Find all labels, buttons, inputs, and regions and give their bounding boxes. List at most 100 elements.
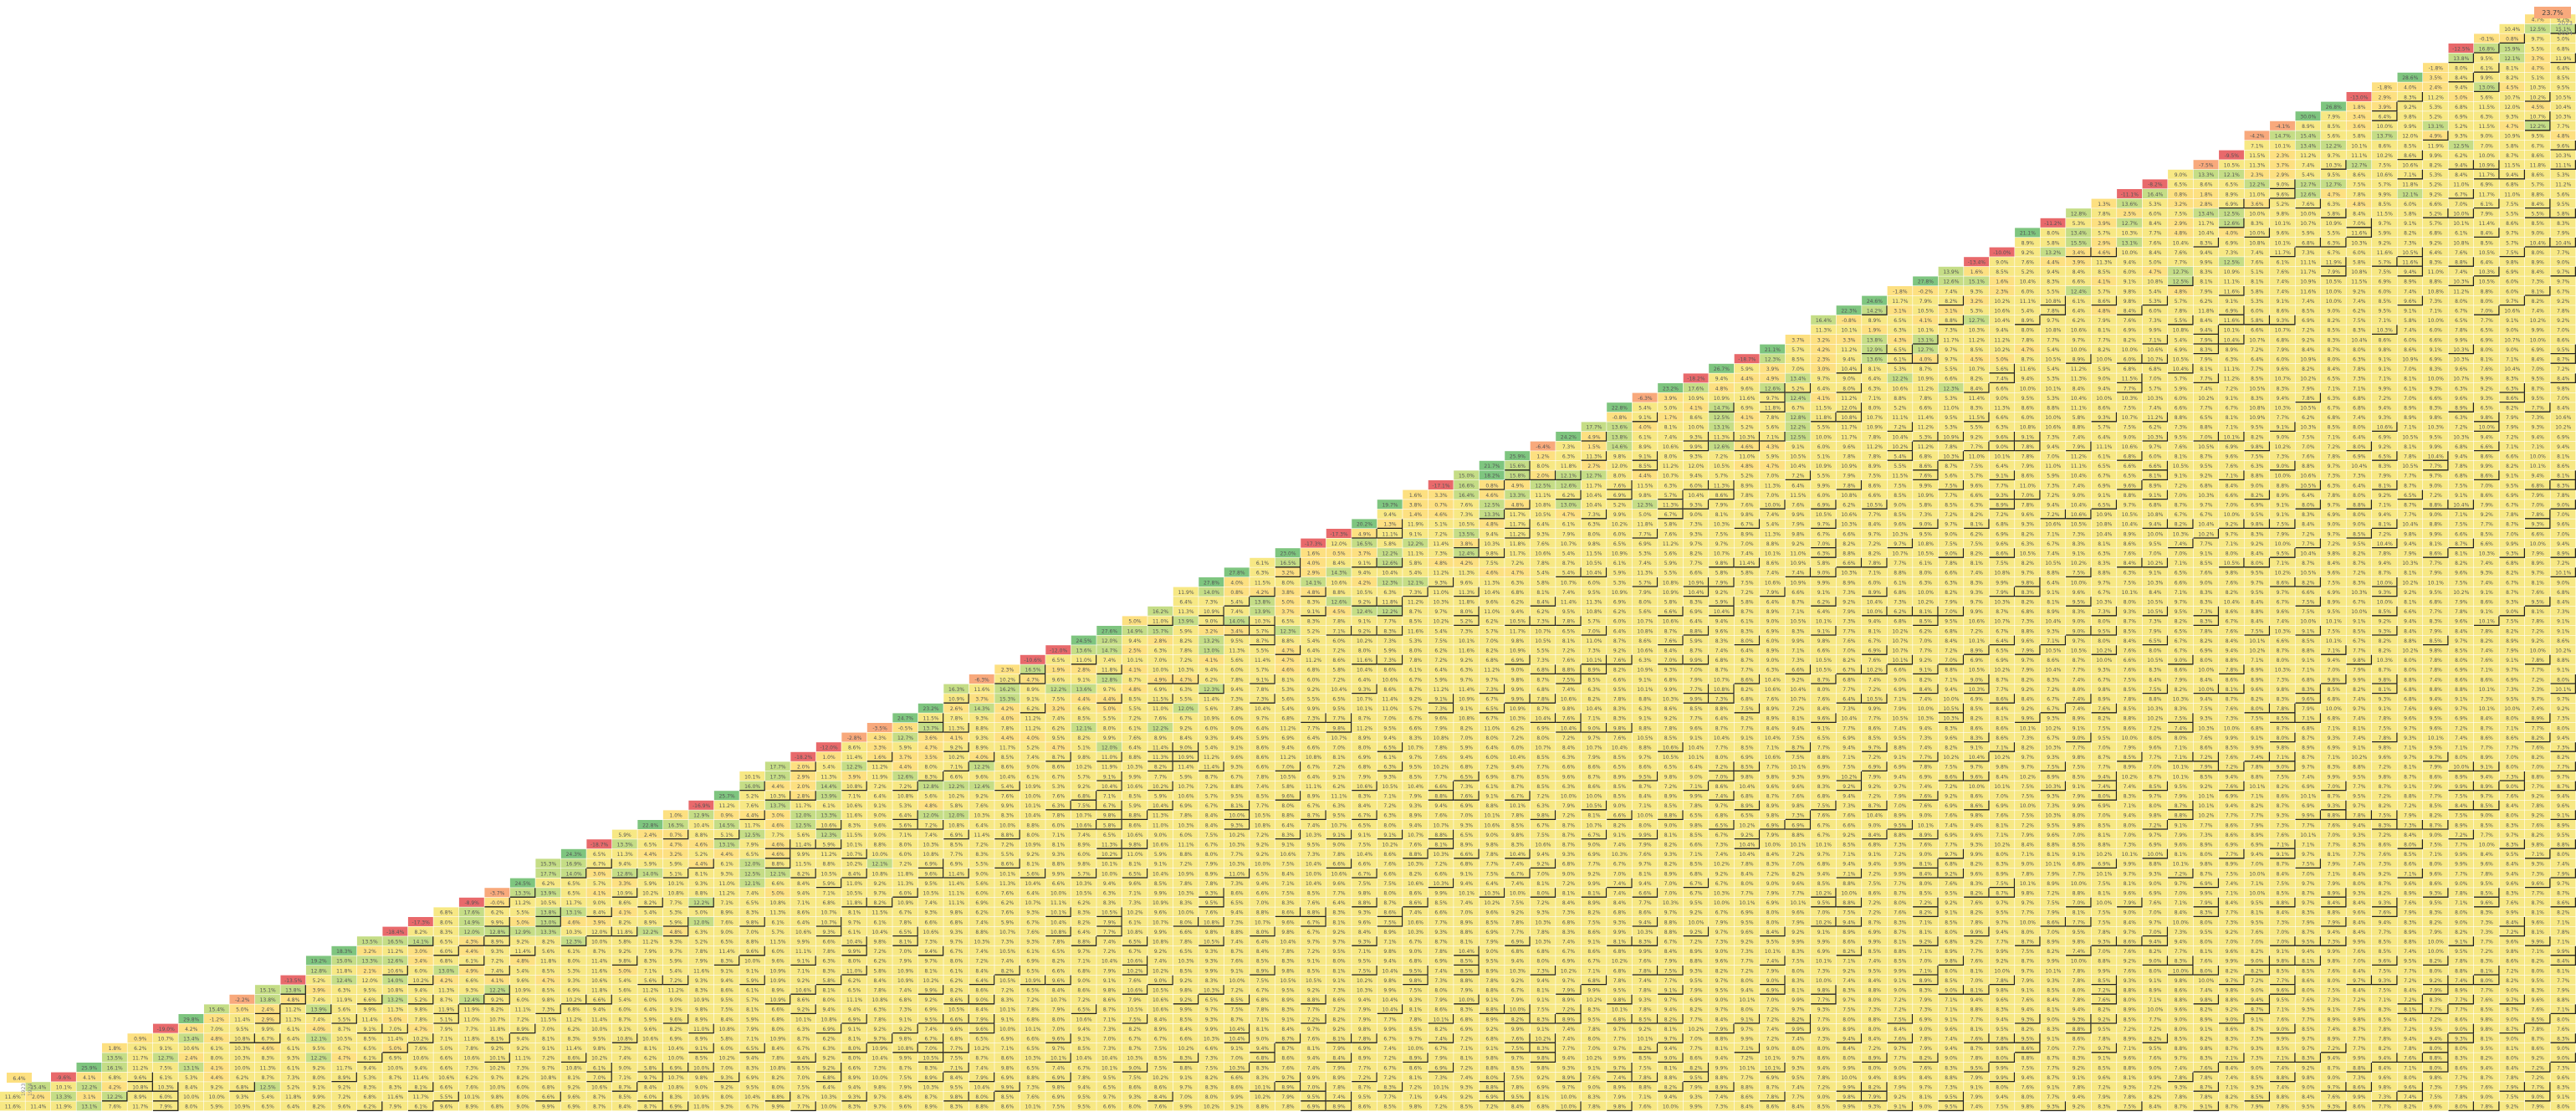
heatmap-cell-label: 15.7%	[1153, 628, 1168, 634]
heatmap-cell-label: 11.3%	[1459, 571, 1475, 576]
heatmap-cell-label: 8.1%	[695, 871, 708, 877]
heatmap-cell-label: 9.6%	[746, 949, 759, 955]
heatmap-cell-label: 8.8%	[1485, 803, 1499, 809]
heatmap-cell-label: 7.8%	[1409, 658, 1423, 664]
heatmap-cell-label: 10.5%	[948, 1007, 964, 1013]
heatmap-cell-label: 9.1%	[899, 1017, 912, 1022]
heatmap-cell-label: 8.2%	[1052, 959, 1066, 965]
heatmap-cell-label: 8.3%	[1179, 900, 1193, 906]
heatmap-cell-label: 5.9%	[746, 1017, 759, 1022]
heatmap-cell-label: 12.1%	[1076, 725, 1092, 731]
heatmap-cell-label: 7.2%	[1434, 531, 1448, 537]
heatmap-cell-label: 9.7%	[1511, 1056, 1525, 1062]
heatmap-cell-label: 10.5%	[1204, 940, 1219, 945]
heatmap-cell-label: 8.8%	[1230, 784, 1244, 790]
heatmap-cell-label: 9.7%	[873, 1037, 887, 1043]
heatmap-cell-label: 10.0%	[1229, 978, 1245, 984]
heatmap-cell-label: 11.4%	[566, 1046, 582, 1052]
heatmap-cell-label: 8.1%	[542, 1037, 555, 1043]
heatmap-cell-label: 11.1%	[1535, 493, 1551, 499]
heatmap-cell-label: -17.3%	[412, 920, 431, 925]
heatmap-cell-label: 10.5%	[821, 871, 837, 877]
heatmap-cell-label: 9.5%	[1332, 813, 1346, 819]
heatmap-cell-label: 6.6%	[924, 920, 938, 925]
heatmap-cell-label: 4.1%	[1205, 658, 1219, 664]
heatmap-cell-label: 8.2%	[1587, 910, 1601, 916]
heatmap-cell-label: 9.1%	[1460, 871, 1474, 877]
heatmap-cell-label: 13.1%	[566, 910, 582, 916]
heatmap-cell-label: 10.8%	[566, 1065, 582, 1071]
heatmap-cell-label: 11.3%	[897, 881, 913, 887]
heatmap-cell-label: 6.2%	[1026, 706, 1040, 712]
heatmap-cell-label: 10.5%	[1535, 638, 1551, 644]
heatmap-cell-label: 6.2%	[1332, 784, 1346, 790]
heatmap-cell-label: 8.6%	[1230, 891, 1244, 897]
heatmap-cell-label: 7.5%	[1358, 968, 1372, 974]
heatmap-cell-label: 10.2%	[1101, 852, 1117, 858]
heatmap-cell-label: 7.1%	[1103, 1017, 1117, 1022]
heatmap-cell-label: 7.1%	[1383, 794, 1397, 800]
heatmap-cell-label: 9.5%	[1077, 1094, 1091, 1100]
heatmap-cell-label: 7.4%	[1307, 822, 1321, 828]
heatmap-cell-label: 6.6%	[1460, 852, 1474, 858]
heatmap-cell-label: 6.0%	[975, 891, 989, 897]
heatmap-cell-label: 7.4%	[1409, 910, 1423, 916]
heatmap-cell-label: 7.6%	[1230, 959, 1244, 965]
heatmap-cell-label: 7.2%	[1103, 949, 1117, 955]
heatmap-cell-label: 7.1%	[1103, 794, 1117, 800]
heatmap-cell-label: 10.3%	[1204, 988, 1219, 994]
heatmap-cell-label: 9.3%	[236, 1094, 249, 1100]
heatmap-cell-label: 9.0%	[1332, 843, 1346, 848]
heatmap-cell-label: 11.0%	[1229, 871, 1245, 877]
heatmap-cell-label: 8.1%	[1128, 862, 1142, 868]
heatmap-cell-label: 11.8%	[591, 988, 607, 994]
heatmap-cell-label: 16.5%	[387, 940, 403, 945]
heatmap-cell-label: 5.3%	[1409, 638, 1423, 644]
heatmap-cell-label: 3.9%	[593, 920, 606, 925]
heatmap-cell-label: 8.8%	[1026, 822, 1040, 828]
heatmap-cell-label: 8.5%	[542, 968, 555, 974]
heatmap-cell-label: 9.9%	[771, 1104, 785, 1110]
heatmap-cell-label: -18.7%	[590, 843, 609, 848]
heatmap-cell-label: 8.0%	[1434, 988, 1448, 994]
heatmap-cell-label: 4.9%	[1511, 483, 1525, 489]
heatmap-cell-label: 8.4%	[1205, 822, 1219, 828]
heatmap-cell-label: 9.6%	[1281, 920, 1295, 925]
heatmap-cell-label: 7.8%	[899, 920, 912, 925]
heatmap-cell-label: 6.3%	[1587, 687, 1601, 693]
heatmap-cell-label: 4.7%	[1562, 512, 1576, 518]
heatmap-cell-label: 8.6%	[1052, 765, 1066, 771]
heatmap-cell-label: 9.7%	[1562, 1085, 1576, 1091]
heatmap-cell-label: 7.6%	[415, 1046, 428, 1052]
heatmap-cell-label: 9.5%	[1077, 1104, 1091, 1110]
heatmap-cell-label: 6.2%	[1485, 619, 1499, 625]
heatmap-cell-label: 8.5%	[1434, 900, 1448, 906]
heatmap-cell-label: 8.4%	[1179, 1027, 1193, 1032]
heatmap-cell-label: 4.7%	[1281, 658, 1295, 664]
heatmap-cell-label: 8.4%	[1281, 1027, 1295, 1032]
heatmap-cell-label: 9.5%	[236, 1027, 249, 1032]
heatmap-cell-label: 6.4%	[975, 978, 989, 984]
heatmap-cell-label: 9.7%	[873, 1094, 887, 1100]
heatmap-cell-label: 24.5%	[515, 881, 531, 887]
heatmap-cell-label: 11.8%	[336, 968, 352, 974]
heatmap-cell-label: 6.1%	[211, 1046, 224, 1052]
heatmap-cell-label: 18.3%	[336, 949, 352, 955]
heatmap-cell-label: 9.3%	[1434, 930, 1448, 935]
heatmap-cell-label: 7.4%	[1307, 1065, 1321, 1071]
heatmap-cell-label: 10.6%	[1127, 988, 1142, 994]
heatmap-cell-label: 6.8%	[822, 1075, 836, 1081]
heatmap-cell-label: 8.3%	[1205, 978, 1219, 984]
heatmap-cell-label: 10.1%	[1459, 638, 1475, 644]
heatmap-cell-label: 7.6%	[1307, 1037, 1321, 1043]
heatmap-cell-label: 6.5%	[1460, 833, 1474, 838]
heatmap-cell-label: 4.2%	[1358, 580, 1372, 586]
heatmap-cell-label: -17.3%	[1330, 531, 1348, 537]
heatmap-cell-label: 12.0%	[1101, 638, 1117, 644]
heatmap-cell-label: 5.9%	[669, 920, 682, 925]
heatmap-cell-label: 9.1%	[160, 1046, 173, 1052]
heatmap-cell-label: -0.5%	[898, 725, 913, 731]
heatmap-cell-label: 8.4%	[899, 1094, 912, 1100]
heatmap-cell-label: 7.2%	[1536, 794, 1550, 800]
heatmap-cell-label: 11.2%	[821, 852, 837, 858]
